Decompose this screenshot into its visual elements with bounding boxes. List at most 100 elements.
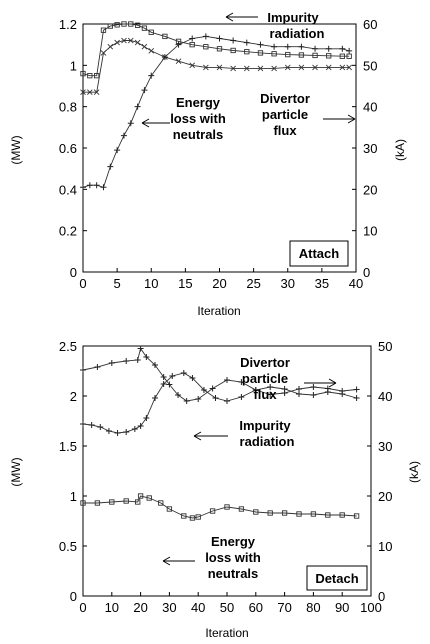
detach-point-impurity-radiation [114,430,121,436]
attach-point-divertor-particle-flux [80,70,86,77]
attach-point-energy-loss-with-neutrals [298,43,305,50]
attach-xlabel: Iteration [197,304,240,318]
svg-text:flux: flux [273,123,297,138]
attach-ytick-label: 0 [70,265,77,280]
attach-point-impurity-radiation [148,48,155,54]
detach-point-impurity-radiation [131,426,138,432]
detach-ytick-label: 0 [70,589,77,604]
detach-ytick-label: 1 [70,489,77,504]
detach-point-divertor-particle-flux [152,362,158,368]
detach-y2tick-label: 30 [378,439,392,454]
attach-point-energy-loss-with-neutrals [148,72,155,79]
detach-xtick-label: 0 [79,600,86,615]
attach-series-impurity-radiation [80,37,352,96]
attach-point-energy-loss-with-neutrals [134,103,141,110]
detach-point-impurity-radiation [281,386,288,392]
attach-point-energy-loss-with-neutrals [189,35,196,42]
detach-point-impurity-radiation [143,415,150,421]
detach-point-impurity-radiation [152,395,158,401]
svg-text:particle: particle [242,371,288,386]
attach-point-impurity-radiation [339,64,346,71]
attach-point-energy-loss-with-neutrals [257,41,264,48]
attach-point-impurity-radiation [189,62,196,69]
attach-point-impurity-radiation [93,89,100,96]
detach-line-energy-loss-with-neutrals [83,495,357,519]
detach-xtick-label: 10 [105,600,119,615]
svg-text:loss with: loss with [205,550,261,565]
detach-series-energy-loss-with-neutrals [80,493,360,521]
attach-y2tick-label: 60 [363,17,377,32]
detach-point-energy-loss-with-neutrals [267,510,273,516]
attach-series-energy-loss-with-neutrals [80,33,353,191]
attach-point-impurity-radiation [134,39,141,46]
detach-point-impurity-radiation [238,394,245,400]
svg-text:Attach: Attach [299,246,340,261]
attach-point-divertor-particle-flux [128,21,134,27]
detach-point-impurity-radiation [189,375,196,381]
detach-point-energy-loss-with-neutrals [137,493,144,499]
detach-point-divertor-particle-flux [108,360,115,366]
attach-point-impurity-radiation [257,65,264,72]
attach-point-divertor-particle-flux [114,22,120,28]
attach-point-impurity-radiation [312,64,318,71]
detach-point-impurity-radiation [224,398,230,404]
attach-point-divertor-particle-flux [346,53,352,59]
attach-y2label: (kA) [393,139,407,161]
detach-point-impurity-radiation [267,384,274,390]
attach-point-energy-loss-with-neutrals [127,120,134,127]
attach-point-energy-loss-with-neutrals [161,54,168,61]
attach-point-energy-loss-with-neutrals [243,39,250,46]
attach-point-impurity-radiation [107,43,114,50]
attach-point-divertor-particle-flux [326,53,332,59]
attach-y2tick-label: 0 [363,265,370,280]
attach-ytick-label: 0.2 [59,224,77,239]
detach-point-energy-loss-with-neutrals [325,512,331,518]
detach-xtick-label: 30 [162,600,176,615]
attach-point-divertor-particle-flux [271,51,277,57]
attach-point-energy-loss-with-neutrals [100,184,107,191]
detach-point-divertor-particle-flux [267,391,274,398]
detach-point-divertor-particle-flux [123,358,130,364]
attach-ytick-label: 0.8 [59,100,77,115]
attach-ylabel: (MW) [9,135,23,164]
attach-point-impurity-radiation [346,64,352,71]
detach-point-energy-loss-with-neutrals [158,500,164,506]
detach-point-impurity-radiation [353,395,360,401]
attach-point-divertor-particle-flux [141,25,148,31]
detach-point-divertor-particle-flux [238,379,245,385]
detach-point-divertor-particle-flux [209,385,216,392]
detach-series-divertor-particle-flux [80,345,360,404]
attach-y2tick-label: 30 [363,141,377,156]
attach-point-impurity-radiation [271,65,277,72]
attach-point-impurity-radiation [230,65,236,72]
detach-point-divertor-particle-flux [195,396,202,402]
attach-xtick-label: 10 [144,276,158,291]
attach-ytick-label: 1 [70,58,77,73]
attach-point-energy-loss-with-neutrals [141,87,148,94]
attach-point-divertor-particle-flux [339,53,345,59]
attach-point-divertor-particle-flux [257,50,264,56]
attach-y2tick-label: 10 [363,224,377,239]
detach-point-impurity-radiation [324,389,331,395]
detach-point-divertor-particle-flux [353,386,360,393]
svg-text:radiation: radiation [270,26,325,41]
detach-point-energy-loss-with-neutrals [80,500,86,506]
detach-point-divertor-particle-flux [143,354,150,360]
detach-point-energy-loss-with-neutrals [189,515,196,521]
detach-xtick-label: 80 [306,600,320,615]
detach-y2tick-label: 20 [378,489,392,504]
attach-point-divertor-particle-flux [134,22,141,28]
attach-point-energy-loss-with-neutrals [339,45,346,52]
attach-point-energy-loss-with-neutrals [114,147,121,154]
detach-y2label: (kA) [407,461,421,483]
detach-point-energy-loss-with-neutrals [209,508,216,514]
detach-point-impurity-radiation [252,387,259,393]
attach-xtick-label: 5 [114,276,121,291]
attach-point-impurity-radiation [80,89,86,96]
attach-xtick-label: 20 [212,276,226,291]
svg-text:radiation: radiation [240,434,295,449]
svg-text:Energy: Energy [176,95,221,110]
attach-point-impurity-radiation [114,39,120,46]
svg-text:Energy: Energy [211,534,256,549]
detach-line-impurity-radiation [82,372,357,434]
